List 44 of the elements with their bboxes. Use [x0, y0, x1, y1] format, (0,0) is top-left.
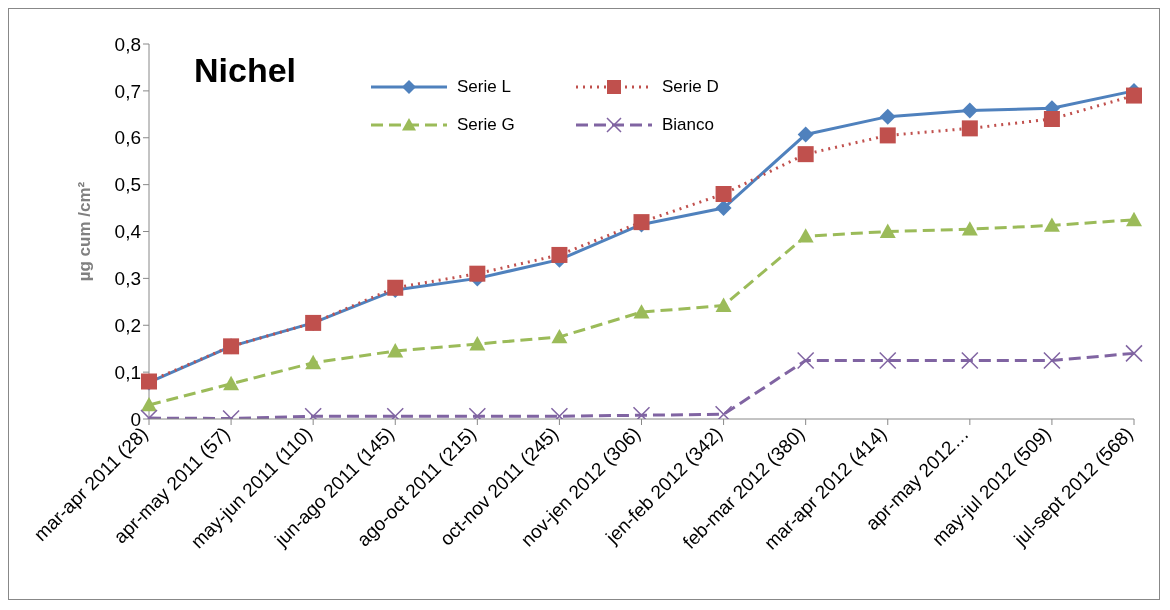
- point: [715, 186, 732, 202]
- y-tick-label: 0,8: [114, 33, 141, 55]
- point: [223, 375, 240, 391]
- point: [1043, 217, 1060, 232]
- point: [961, 221, 978, 236]
- point: [469, 336, 486, 351]
- legend-label: Serie D: [662, 77, 719, 97]
- point: [1125, 344, 1143, 363]
- legend-label: Bianco: [662, 115, 714, 135]
- y-tick-label: 0,2: [114, 314, 141, 336]
- point: [961, 120, 978, 137]
- point: [633, 304, 650, 319]
- point: [305, 354, 322, 370]
- legend-label: Serie G: [457, 115, 515, 135]
- point: [1126, 87, 1142, 104]
- y-tick-label: 0,4: [114, 221, 142, 243]
- point: [551, 328, 568, 344]
- chart-title: Nichel: [194, 51, 297, 90]
- point: [961, 351, 979, 370]
- point: [715, 200, 732, 217]
- point: [1126, 211, 1142, 227]
- point: [797, 126, 814, 143]
- point: [879, 351, 897, 370]
- point: [141, 396, 157, 412]
- point: [879, 223, 896, 238]
- point: [715, 297, 732, 312]
- y-tick-label: 0,6: [114, 127, 141, 149]
- point: [551, 246, 568, 263]
- point: [797, 228, 814, 243]
- point: [1043, 111, 1060, 127]
- y-tick-label: 0,5: [114, 174, 141, 196]
- point: [387, 343, 404, 358]
- y-tick-label: 0,7: [114, 80, 141, 102]
- y-tick-label: 0,3: [114, 268, 141, 290]
- y-tick-label: 0,1: [114, 361, 141, 383]
- point: [1043, 351, 1061, 370]
- point: [961, 102, 978, 119]
- legend-label: Serie L: [457, 77, 511, 97]
- point: [879, 127, 896, 144]
- y-axis-title: µg cum /cm²: [75, 181, 95, 282]
- point: [797, 146, 814, 163]
- point: [879, 108, 896, 125]
- point: [796, 351, 815, 370]
- point: [469, 265, 486, 282]
